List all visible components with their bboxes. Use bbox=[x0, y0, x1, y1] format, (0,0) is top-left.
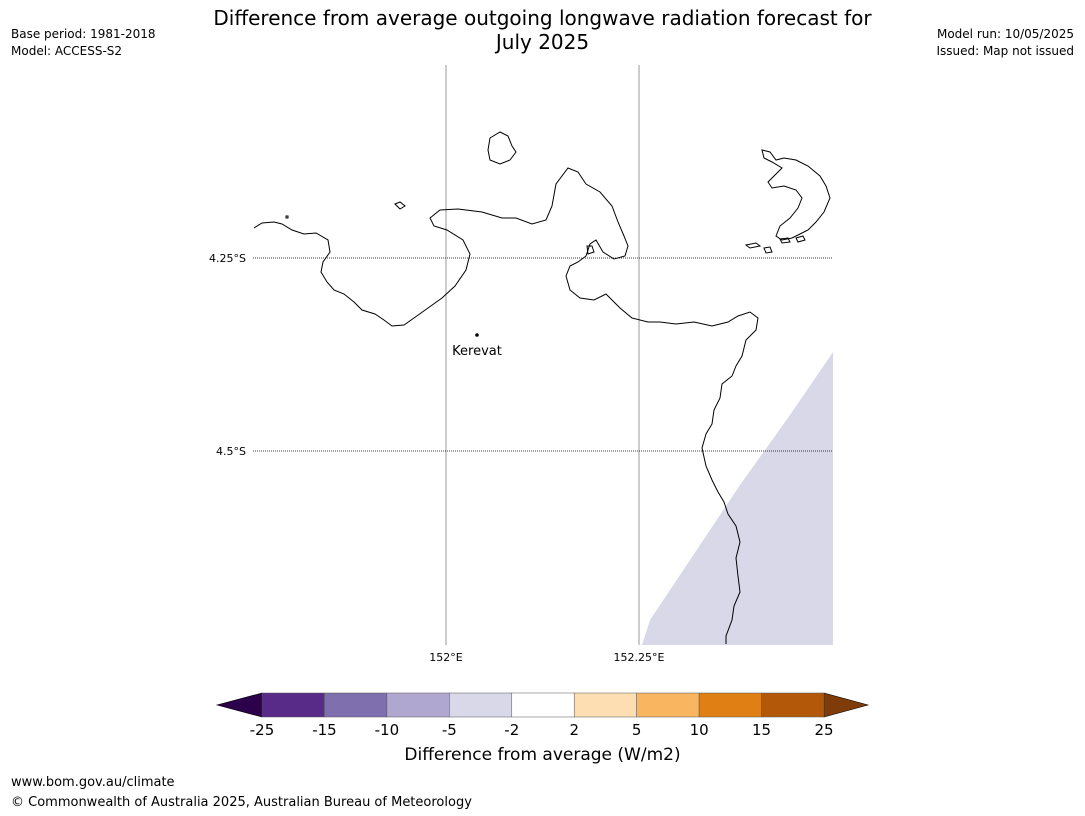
colorbar-segment bbox=[636, 692, 700, 718]
footer-copyright: © Commonwealth of Australia 2025, Austra… bbox=[11, 795, 472, 810]
islet-ne-3 bbox=[779, 237, 791, 244]
coastline bbox=[253, 131, 831, 644]
colorbar-tick-label: 5 bbox=[632, 721, 642, 739]
inlet-island bbox=[586, 245, 595, 255]
island-northeast bbox=[761, 149, 831, 241]
base-period-text: Base period: 1981-2018 bbox=[11, 27, 156, 41]
title-line-1: Difference from average outgoing longwav… bbox=[213, 6, 872, 30]
colorbar-tick-label: -10 bbox=[375, 721, 400, 739]
colorbar-label: Difference from average (W/m2) bbox=[404, 745, 681, 765]
meta-right: Model run: 10/05/2025 Issued: Map not is… bbox=[936, 26, 1074, 60]
colorbar-tick-label: 25 bbox=[814, 721, 833, 739]
colorbar-segment bbox=[324, 692, 388, 718]
island-north bbox=[487, 131, 517, 165]
colorbar-under-arrow bbox=[215, 692, 263, 718]
place-label-kerevat: Kerevat bbox=[452, 344, 502, 359]
colorbar-segment bbox=[449, 692, 513, 718]
colorbar-tick-label: 2 bbox=[569, 721, 579, 739]
colorbar-segment bbox=[698, 692, 762, 718]
model-run-text: Model run: 10/05/2025 bbox=[936, 27, 1074, 41]
islet-dot bbox=[285, 215, 289, 219]
footer-url[interactable]: www.bom.gov.au/climate bbox=[11, 775, 175, 790]
islet-west bbox=[394, 201, 406, 210]
issued-text: Issued: Map not issued bbox=[936, 44, 1074, 58]
coastline-main bbox=[253, 167, 759, 644]
colorbar-segment bbox=[761, 692, 825, 718]
title-line-2: July 2025 bbox=[495, 30, 590, 54]
model-text: Model: ACCESS-S2 bbox=[11, 44, 123, 58]
anomaly-area bbox=[642, 352, 833, 645]
colorbar-tick-label: -2 bbox=[504, 721, 519, 739]
place-marker-kerevat bbox=[475, 333, 479, 337]
colorbar-over-arrow bbox=[823, 692, 870, 718]
colorbar-tick-label: 10 bbox=[690, 721, 709, 739]
colorbar: -25 -15 -10 -5 -2 2 5 10 15 25 bbox=[215, 692, 870, 739]
colorbar-segment bbox=[573, 692, 637, 718]
islet-ne-1 bbox=[744, 242, 762, 249]
colorbar-tick-label: -25 bbox=[250, 721, 275, 739]
map-title: Difference from average outgoing longwav… bbox=[0, 6, 1085, 54]
lon-label-152: 152°E bbox=[429, 651, 462, 664]
lat-label-4-25: 4.25°S bbox=[209, 252, 246, 265]
lat-label-4-5: 4.5°S bbox=[216, 445, 246, 458]
colorbar-tick-label: -5 bbox=[442, 721, 457, 739]
islet-ne-2 bbox=[763, 246, 773, 254]
colorbar-segment bbox=[386, 692, 450, 718]
graticule bbox=[253, 65, 833, 645]
colorbar-tick-label: 15 bbox=[752, 721, 771, 739]
colorbar-segment bbox=[511, 692, 575, 718]
islet-ne-4 bbox=[795, 235, 806, 243]
meta-left: Base period: 1981-2018 Model: ACCESS-S2 bbox=[11, 26, 156, 60]
colorbar-segment bbox=[261, 692, 325, 718]
colorbar-tick-label: -15 bbox=[312, 721, 337, 739]
lon-label-152-25: 152.25°E bbox=[614, 651, 665, 664]
